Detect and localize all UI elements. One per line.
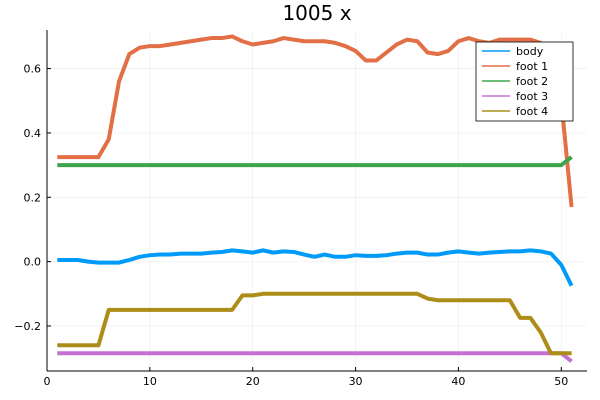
chart-title: 1005 x (282, 1, 351, 25)
x-tick-label: 10 (143, 375, 157, 388)
x-tick-label: 50 (554, 375, 568, 388)
x-tick-label: 40 (451, 375, 465, 388)
legend-label: foot 3 (516, 90, 548, 103)
series-line-foot-3 (57, 351, 573, 363)
y-tick-label: 0.2 (24, 191, 42, 204)
y-tick-label: −0.2 (14, 320, 41, 333)
legend-label: foot 4 (516, 105, 548, 118)
x-tick-label: 0 (44, 375, 51, 388)
y-tick-label: 0.0 (24, 256, 42, 269)
axes: 0 10 20 30 40 50 −0.2 0.0 0.2 0.4 0.6 (14, 30, 587, 388)
y-tick-label: 0.6 (24, 63, 42, 76)
y-tick-label: 0.4 (24, 127, 42, 140)
x-tick-label: 20 (246, 375, 260, 388)
legend-label: foot 1 (516, 60, 548, 73)
series-line-foot-2 (57, 155, 573, 168)
legend: body foot 1 foot 2 foot 3 foot 4 (475, 41, 574, 122)
legend-label: body (516, 45, 544, 58)
x-tick-label: 30 (349, 375, 363, 388)
series-line-foot-4 (57, 291, 572, 356)
series-line-body (57, 248, 574, 287)
legend-label: foot 2 (516, 75, 548, 88)
